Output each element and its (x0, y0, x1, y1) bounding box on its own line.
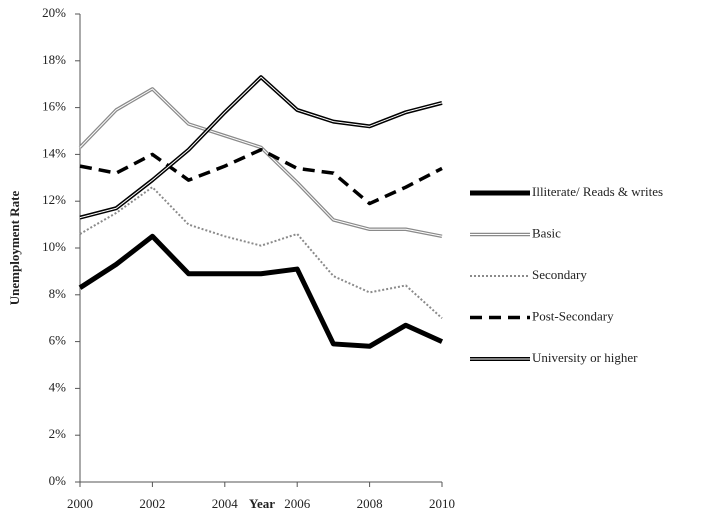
y-tick-label: 6% (49, 333, 67, 348)
y-tick-label: 2% (49, 426, 67, 441)
series-line (78, 233, 444, 349)
series-line-inner (79, 88, 443, 237)
legend-label: Post-Secondary (532, 308, 614, 323)
y-tick-label: 0% (49, 473, 67, 488)
series-line (79, 186, 443, 319)
legend-label: Illiterate/ Reads & writes (532, 184, 663, 199)
y-tick-label: 4% (49, 379, 67, 394)
x-tick-label: 2000 (67, 496, 93, 511)
x-tick-label: 2010 (429, 496, 455, 511)
x-tick-label: 2004 (212, 496, 239, 511)
y-tick-label: 8% (49, 286, 67, 301)
y-tick-label: 10% (42, 239, 66, 254)
x-axis-label: Year (249, 496, 275, 511)
y-tick-label: 16% (42, 99, 66, 114)
x-tick-label: 2002 (139, 496, 165, 511)
y-tick-label: 14% (42, 145, 66, 160)
y-axis-label: Unemployment Rate (7, 191, 22, 306)
legend-label: Secondary (532, 267, 587, 282)
legend-label: University or higher (532, 350, 638, 365)
series-line-inner (79, 76, 443, 219)
y-tick-label: 12% (42, 192, 66, 207)
x-tick-label: 2006 (284, 496, 311, 511)
legend-label: Basic (532, 225, 561, 240)
series-line (79, 147, 443, 206)
x-tick-label: 2008 (357, 496, 383, 511)
y-tick-label: 18% (42, 52, 66, 67)
y-tick-label: 20% (42, 5, 66, 20)
